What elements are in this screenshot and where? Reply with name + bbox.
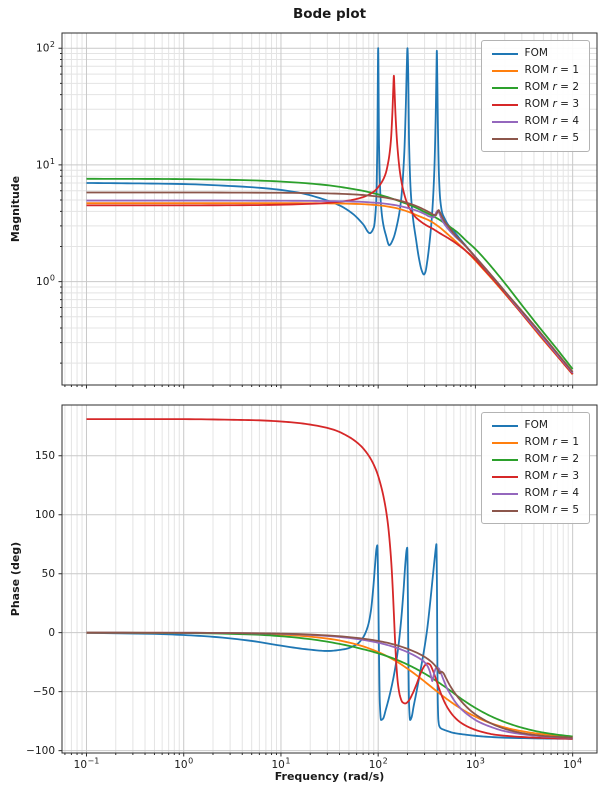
legend-entry: ROM r = 5 [491, 504, 579, 517]
legend-entry: ROM r = 3 [491, 98, 579, 111]
legend-entry: ROM r = 1 [491, 64, 579, 77]
frequency-axis-label: Frequency (rad/s) [274, 770, 385, 783]
legend-label: ROM r = 5 [524, 504, 579, 516]
legend-entry: FOM [491, 419, 579, 432]
legend-entry: ROM r = 4 [491, 487, 579, 500]
legend-line-swatch [491, 475, 518, 478]
legend-line-swatch [491, 492, 518, 495]
legend-entry: ROM r = 3 [491, 470, 579, 483]
legend-line-swatch [491, 103, 518, 106]
legend-entry: ROM r = 2 [491, 81, 579, 94]
legend-line-swatch [491, 424, 518, 427]
legend-entry: ROM r = 1 [491, 436, 579, 449]
legend-label: ROM r = 5 [524, 132, 579, 144]
legend-line-swatch [491, 441, 518, 444]
legend-line-swatch [491, 69, 518, 72]
legend-label: ROM r = 2 [524, 81, 579, 93]
legend-magnitude: FOM ROM r = 1 ROM r = 2 ROM r = 3 ROM r = 4 R… [480, 40, 590, 152]
legend-label: ROM r = 3 [524, 470, 579, 482]
legend-label: FOM [524, 419, 548, 431]
legend-line-swatch [491, 86, 518, 89]
legend-line-swatch [491, 52, 518, 55]
legend-phase: FOM ROM r = 1 ROM r = 2 ROM r = 3 ROM r = 4 R… [480, 412, 590, 524]
legend-label: ROM r = 1 [524, 436, 579, 448]
legend-label: ROM r = 1 [524, 64, 579, 76]
legend-line-swatch [491, 509, 518, 512]
legend-label: ROM r = 4 [524, 487, 579, 499]
legend-entry: ROM r = 4 [491, 115, 579, 128]
legend-label: ROM r = 4 [524, 115, 579, 127]
figure-title: Bode plot [292, 6, 367, 22]
legend-label: ROM r = 3 [524, 98, 579, 110]
legend-entry: ROM r = 5 [491, 132, 579, 145]
phase-axis-label: Phase (deg) [9, 541, 22, 617]
legend-entry: ROM r = 2 [491, 453, 579, 466]
legend-label: ROM r = 2 [524, 453, 579, 465]
legend-line-swatch [491, 120, 518, 123]
legend-line-swatch [491, 458, 518, 461]
legend-entry: FOM [491, 47, 579, 60]
legend-label: FOM [524, 47, 548, 59]
legend-line-swatch [491, 137, 518, 140]
magnitude-axis-label: Magnitude [9, 175, 22, 243]
